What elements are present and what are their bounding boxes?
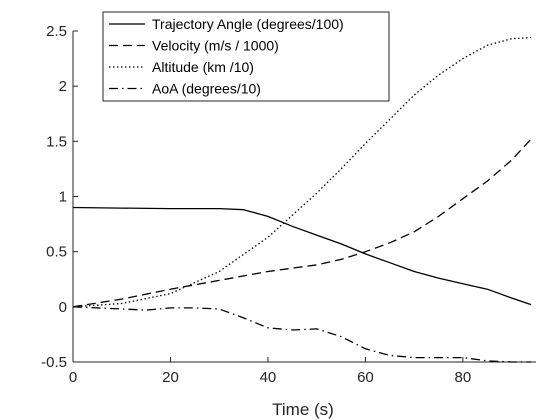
y-tick-label: 0.5 (46, 244, 67, 261)
legend-label: Altitude (km /10) (152, 59, 254, 75)
x-tick-label: 80 (455, 369, 472, 386)
x-tick-label: 60 (357, 369, 374, 386)
ticks-layer: 0 20 40 60 80-0.500.511.522.5 (41, 23, 471, 386)
legend-label: Trajectory Angle (degrees/100) (152, 16, 344, 32)
x-tick-label: 40 (260, 369, 277, 386)
legend-label: AoA (degrees/10) (152, 81, 261, 97)
y-tick-label: 2.5 (46, 23, 67, 40)
series-line-3 (72, 36, 532, 308)
legend-box (102, 11, 390, 102)
series-line-1 (72, 206, 532, 306)
y-tick-label: -0.5 (41, 354, 67, 371)
x-axis-label: Time (s) (272, 400, 334, 419)
series-layer (72, 36, 532, 363)
y-tick-label: 1.5 (46, 133, 67, 150)
x-tick-label: 0 (69, 369, 77, 386)
y-tick-label: 2 (59, 78, 67, 95)
legend-label: Velocity (m/s / 1000) (152, 38, 279, 54)
legend: Trajectory Angle (degrees/100) Velocity (… (102, 11, 390, 102)
series-line-4 (72, 306, 532, 363)
x-tick-label: 20 (162, 369, 179, 386)
y-tick-label: 1 (59, 189, 67, 206)
y-tick-label: 0 (59, 299, 67, 316)
